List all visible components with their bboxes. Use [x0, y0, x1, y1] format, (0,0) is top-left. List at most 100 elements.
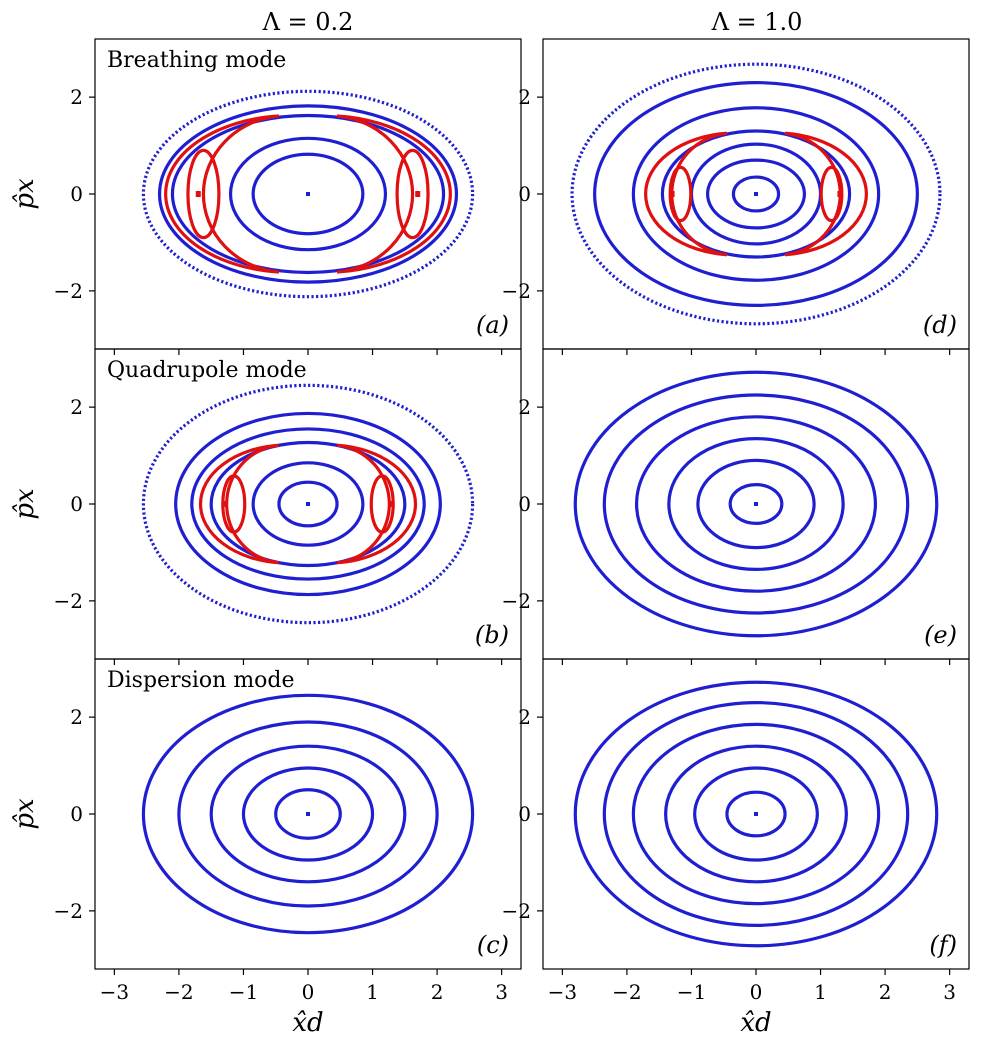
x-tick-label: −2	[612, 980, 641, 1004]
orbit-ellipse	[696, 458, 816, 550]
orbit-ellipse	[170, 113, 446, 275]
x-tick-label: 3	[943, 980, 956, 1004]
y-axis-label: p̂x	[10, 178, 40, 210]
orbit-ellipse	[667, 437, 845, 571]
panel-f: −2 0 2 −3 −2 −1 0 1 2 3 (f) x̂d	[502, 658, 970, 1038]
orbit-ellipse	[277, 480, 339, 528]
separatrix-crescent	[199, 443, 280, 565]
panel-c: −2 0 2 −3 −2 −1 0 1 2 3 Dispersion mode (c) p̂x x̂d	[10, 658, 522, 1038]
x-tick-label: 3	[495, 980, 508, 1004]
center-fixed-point	[754, 502, 758, 506]
orbit-ellipse	[593, 80, 919, 308]
orbit-ellipse	[570, 62, 942, 326]
y-tick-label: −2	[54, 589, 83, 613]
center-fixed-point	[754, 192, 758, 196]
separatrix-crescent	[164, 114, 280, 274]
orbit-ellipse	[693, 766, 819, 862]
y-tick-label: 0	[70, 182, 83, 206]
column-title-left: Λ = 0.2	[262, 8, 354, 36]
resonance-center-point	[837, 191, 843, 197]
panel-tag: (c)	[477, 931, 509, 959]
column-title-right: Λ = 1.0	[711, 8, 803, 36]
plot-area	[573, 680, 939, 948]
orbit-ellipse	[725, 790, 787, 838]
plot-area	[573, 370, 939, 638]
x-tick-label: 0	[750, 980, 763, 1004]
plot-area	[141, 693, 475, 935]
orbit-ellipse	[251, 461, 365, 547]
y-tick-label: −2	[54, 279, 83, 303]
resonance-center-point	[669, 191, 675, 197]
x-tick-label: 1	[366, 980, 379, 1004]
center-fixed-point	[306, 812, 310, 816]
separatrix-crescent	[336, 114, 452, 274]
panel-tag: (e)	[924, 621, 957, 649]
orbit-ellipse	[141, 693, 475, 935]
orbit-ellipse	[664, 744, 848, 884]
y-tick-label: 2	[518, 705, 531, 729]
mode-label: Dispersion mode	[107, 668, 295, 693]
y-tick-label: 2	[70, 395, 83, 419]
panels: −2 0 2 Breathing mode (a) p̂x −2 0 2 Quadrupole m…	[10, 38, 970, 1038]
orbit-ellipse	[660, 129, 852, 259]
x-tick-label: 0	[302, 980, 315, 1004]
y-tick-label: 2	[518, 395, 531, 419]
y-axis-label: p̂x	[10, 488, 40, 520]
mode-label: Quadrupole mode	[107, 358, 307, 383]
y-axis-label: p̂x	[10, 798, 40, 830]
x-tick-label: 2	[879, 980, 892, 1004]
resonance-island	[395, 148, 430, 240]
y-tick-label: −2	[502, 279, 531, 303]
orbit-ellipse	[190, 427, 426, 581]
orbit-ellipse	[141, 383, 475, 625]
orbit-ellipse	[602, 393, 910, 615]
orbit-ellipse	[573, 370, 939, 638]
orbit-ellipse	[228, 136, 388, 252]
orbit-ellipse	[209, 440, 407, 568]
panel-tag: (a)	[476, 311, 509, 339]
mode-label: Breathing mode	[107, 48, 286, 73]
orbit-ellipse	[157, 104, 459, 284]
orbit-ellipse	[251, 152, 365, 236]
x-tick-label: −3	[548, 980, 577, 1004]
x-tick-label: −1	[229, 980, 258, 1004]
center-fixed-point	[306, 502, 310, 506]
resonance-island	[186, 148, 221, 240]
x-axis-label: x̂d	[292, 1008, 323, 1038]
y-tick-label: −2	[54, 899, 83, 923]
panel-b: −2 0 2 Quadrupole mode (b) p̂x	[10, 348, 522, 665]
orbit-ellipse	[174, 411, 442, 597]
panel-tag: (f)	[929, 931, 957, 959]
y-tick-label: 2	[70, 705, 83, 729]
center-fixed-point	[754, 812, 758, 816]
x-tick-label: −1	[677, 980, 706, 1004]
orbit-ellipse	[274, 788, 342, 840]
y-tick-label: 0	[70, 492, 83, 516]
orbit-ellipse	[634, 415, 878, 593]
y-tick-label: 0	[518, 492, 531, 516]
resonance-center-point	[389, 501, 395, 507]
resonance-center-point	[195, 191, 201, 197]
panel-d: −2 0 2 (d)	[502, 38, 970, 355]
orbit-ellipse	[705, 158, 807, 230]
y-tick-label: 0	[518, 182, 531, 206]
panel-tag: (b)	[475, 621, 509, 649]
orbit-ellipse	[177, 720, 439, 908]
plot-area	[141, 89, 475, 299]
y-tick-label: −2	[502, 589, 531, 613]
panel-tag: (d)	[923, 311, 957, 339]
orbit-ellipse	[573, 680, 939, 948]
separatrix-crescent	[336, 443, 417, 565]
orbit-ellipse	[241, 766, 375, 862]
x-tick-label: 2	[431, 980, 444, 1004]
y-tick-label: −2	[502, 899, 531, 923]
y-tick-label: 0	[70, 802, 83, 826]
x-tick-label: 1	[814, 980, 827, 1004]
x-tick-label: −2	[164, 980, 193, 1004]
panel-e: −2 0 2 (e)	[502, 348, 970, 665]
resonance-center-point	[221, 501, 227, 507]
panel-a: −2 0 2 Breathing mode (a) p̂x	[10, 38, 522, 355]
resonance-center-point	[415, 191, 421, 197]
x-axis-label: x̂d	[740, 1008, 771, 1038]
